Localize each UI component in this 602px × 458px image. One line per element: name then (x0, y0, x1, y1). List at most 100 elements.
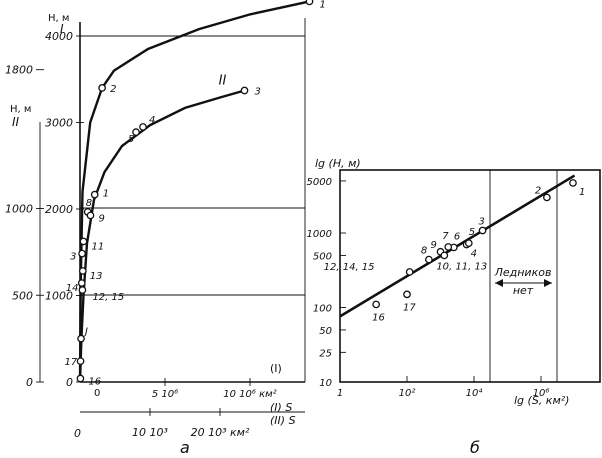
data-point (77, 279, 86, 287)
data-point (98, 84, 106, 92)
panel-b-data-point (444, 243, 453, 251)
panel-b-data-point (569, 179, 577, 187)
data-point (139, 123, 147, 131)
panel-b-x-tick-label: 10⁴ (466, 387, 483, 399)
axis-II-tick-label: 1000 (5, 203, 33, 216)
panel-b-y-tick-label: 500 (313, 251, 332, 262)
panel-b-point-label: 10, 11, 13 (436, 261, 487, 272)
panel-b-data-point (464, 239, 473, 248)
data-point (78, 286, 87, 294)
panel-b-y-tick-label: 1000 (307, 229, 332, 240)
point-label: 8 (86, 198, 92, 209)
axis-I-tick-label: 2000 (45, 203, 73, 216)
axis-I-tick-label: 3000 (45, 117, 73, 130)
axis-II-roman: II (12, 115, 20, 129)
panel-b-x-tick-label: 10² (399, 388, 416, 399)
axis-I-tick-label: 1000 (45, 290, 73, 303)
series-II-label: II (219, 74, 227, 89)
panel-b-x-label: lg (S, км²) (514, 394, 569, 407)
axis-II-tick-label: 0 (26, 376, 33, 389)
data-point (78, 267, 87, 275)
x-axis-2-label: (II) S (270, 414, 296, 427)
panel-b-x-tick-label: 1 (337, 388, 343, 399)
series-II-curve (78, 89, 245, 383)
panel-b-y-label: lg (H, м) (315, 157, 361, 170)
panel-b-point-label: 3 (479, 217, 485, 228)
panel-b-point-label: 16 (372, 312, 385, 323)
axis-II-title: H, м (10, 104, 31, 115)
axis-I-roman: I (60, 22, 64, 36)
point-label: 1 (103, 189, 109, 200)
point-label: 9 (99, 213, 105, 224)
point-label: 16 (88, 377, 101, 388)
x-axis-2-origin: 0 (74, 427, 81, 440)
panel-b-point-label: 2 (535, 185, 541, 196)
data-point (240, 86, 249, 95)
axis-I-tick-label: 0 (66, 376, 73, 389)
data-point (77, 334, 85, 343)
data-point (132, 128, 140, 137)
axis-I-title: H, м (48, 13, 69, 24)
panel-b-point-label: 1 (579, 187, 585, 198)
point-label: 14 (66, 283, 79, 294)
point-label: 12, 15 (92, 292, 124, 303)
point-label: J (83, 327, 88, 338)
point-label: 2 (110, 84, 116, 95)
panel-b-data-point (543, 193, 551, 202)
panel-b-x-tick-label: 10⁶ (533, 388, 550, 399)
panel-b-point-label: 9 (431, 240, 437, 251)
annotation-line2: нет (513, 284, 534, 297)
panel-b-data-point (372, 300, 381, 309)
data-point (305, 0, 314, 6)
panel-b-frame (339, 169, 601, 383)
panel-b-point-label: 12, 14, 15 (324, 262, 375, 273)
panel-b-point-label: 7 (442, 231, 449, 242)
panel-b-point-label: 4 (471, 249, 477, 260)
panel-a: H, м II H, м I (I) (I) S (II) S 0 0 а 18… (5, 0, 326, 457)
x-axis-2-tick-label: 10 10³ (132, 426, 168, 439)
point-label: 3 (70, 252, 76, 263)
x-axis-1-label: (I) S (270, 401, 292, 414)
annotation-arrowhead-right (544, 279, 552, 287)
annotation-line1: Ледников (494, 266, 552, 279)
point-label: 3 (255, 87, 261, 98)
panel-b-label: б (470, 438, 480, 457)
panel-b-point-label: 8 (421, 246, 427, 257)
series-I-curve (78, 0, 310, 383)
panel-b-data-point (440, 251, 449, 260)
point-label: 1 (320, 0, 326, 10)
point-label: 11 (92, 241, 105, 252)
panel-b-point-label: 6 (454, 231, 460, 242)
x-axis-1-tick-label: 5 10⁶ (152, 389, 178, 400)
panel-b-point-label: 5 (469, 227, 475, 238)
panel-b-data-point (403, 290, 411, 299)
point-label: 13 (90, 271, 103, 282)
data-point (76, 357, 85, 366)
data-point (79, 237, 88, 246)
panel-b-y-tick-label: 50 (319, 326, 332, 337)
axis-II-tick-label: 500 (12, 289, 33, 302)
panel-b-data-point (478, 226, 487, 235)
panel-a-corner-label: (I) (270, 362, 282, 375)
x-axis-1-tick-label: 10 10⁶ км² (223, 389, 276, 400)
panel-b-y-tick-label: 5000 (307, 177, 332, 188)
data-point (90, 190, 99, 199)
axis-I-tick-label: 4000 (45, 30, 73, 43)
annotation-arrowhead-left (495, 279, 503, 287)
point-label: 17 (65, 357, 78, 368)
point-label: 5 (128, 134, 134, 145)
data-point (78, 249, 86, 258)
data-point (86, 211, 95, 220)
panel-b-y-tick-label: 10 (319, 378, 332, 389)
x-axis-1-origin: 0 (94, 388, 100, 399)
panel-b-y-tick-label: 100 (313, 304, 332, 315)
panel-b-data-point (425, 255, 433, 264)
panel-b: lg (H, м) lg (S, км²) Ледников нет б 500… (307, 157, 601, 457)
data-point (76, 374, 85, 383)
point-label: 4 (149, 115, 155, 126)
panel-b-y-tick-label: 25 (319, 348, 332, 359)
panel-a-label: а (180, 438, 190, 457)
panel-b-data-point (405, 268, 414, 276)
